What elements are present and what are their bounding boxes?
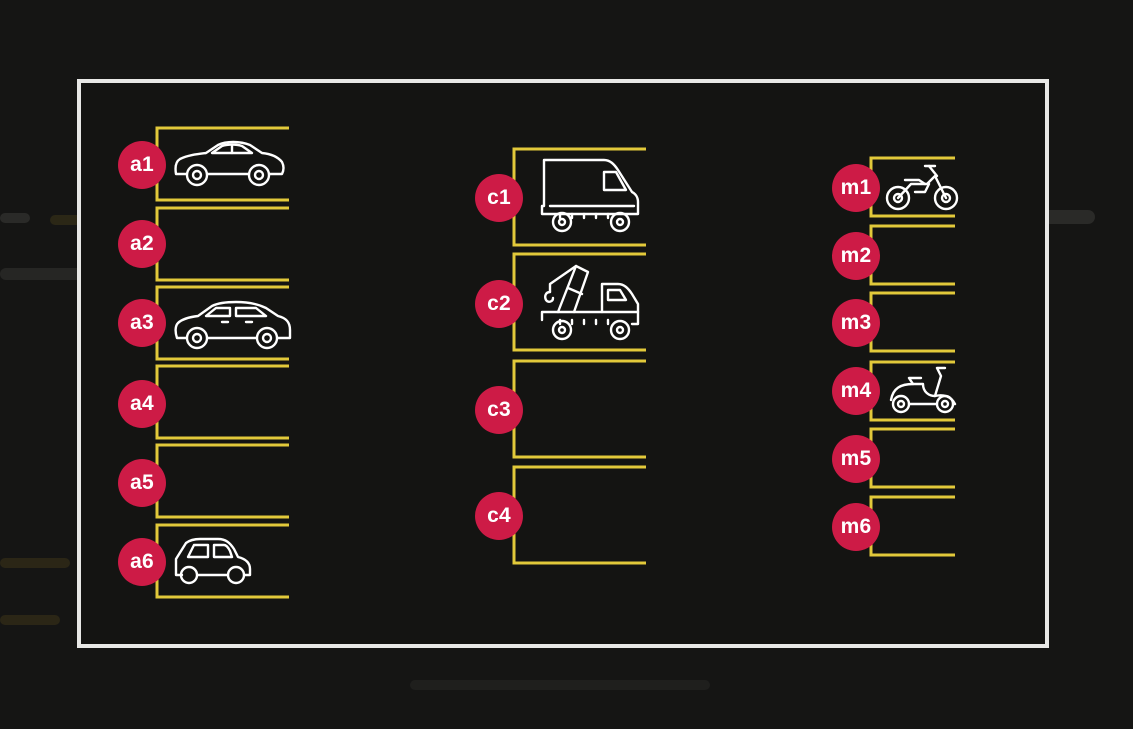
spot-outline-a4 bbox=[155, 364, 289, 440]
spot-badge-c4: c4 bbox=[475, 492, 523, 540]
spot-outline-m3 bbox=[869, 291, 955, 353]
spot-outline-c4 bbox=[512, 465, 646, 565]
spot-badge-m4: m4 bbox=[832, 367, 880, 415]
spot-badge-a5: a5 bbox=[118, 459, 166, 507]
spot-badge-a4: a4 bbox=[118, 380, 166, 428]
spot-badge-m5: m5 bbox=[832, 435, 880, 483]
hatchback-car-icon bbox=[172, 298, 296, 350]
spot-outline-m6 bbox=[869, 495, 955, 557]
spot-badge-m6: m6 bbox=[832, 503, 880, 551]
dirt-bike-icon bbox=[885, 162, 961, 212]
spot-outline-m5 bbox=[869, 427, 955, 489]
spot-badge-c1: c1 bbox=[475, 174, 523, 222]
spot-badge-m1: m1 bbox=[832, 164, 880, 212]
zone-m-lines bbox=[869, 156, 955, 557]
spot-outline-a2 bbox=[155, 206, 289, 282]
sedan-car-icon bbox=[172, 138, 286, 190]
tow-truck-icon bbox=[538, 262, 642, 344]
spot-badge-c2: c2 bbox=[475, 280, 523, 328]
spot-badge-m3: m3 bbox=[832, 299, 880, 347]
compact-car-icon bbox=[172, 537, 254, 587]
scooter-icon bbox=[887, 366, 959, 416]
spot-badge-a1: a1 bbox=[118, 141, 166, 189]
zone-a-lines bbox=[155, 126, 289, 599]
spot-outline-c3 bbox=[512, 359, 646, 459]
spot-badge-c3: c3 bbox=[475, 386, 523, 434]
spot-badge-a6: a6 bbox=[118, 538, 166, 586]
spot-outline-m2 bbox=[869, 224, 955, 286]
spot-badge-a2: a2 bbox=[118, 220, 166, 268]
delivery-van-icon bbox=[538, 156, 642, 236]
spot-outline-a5 bbox=[155, 443, 289, 519]
spot-badge-a3: a3 bbox=[118, 299, 166, 347]
spot-badge-m2: m2 bbox=[832, 232, 880, 280]
